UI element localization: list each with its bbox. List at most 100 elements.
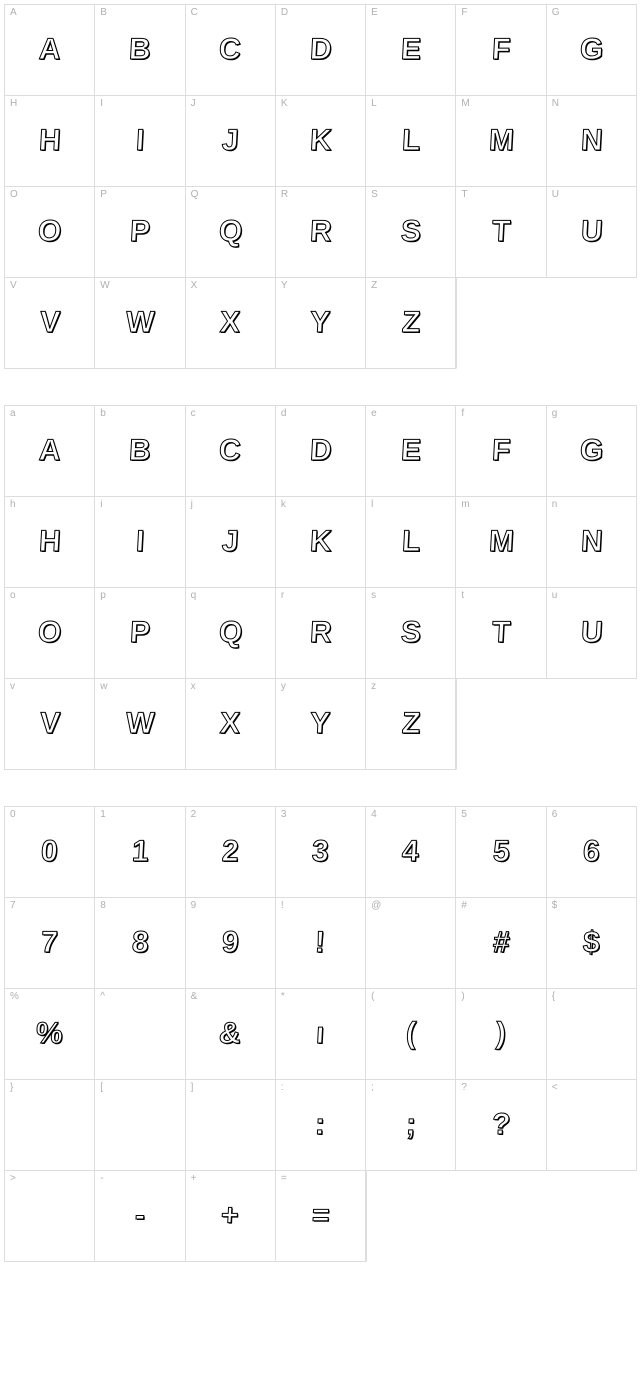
glyph-display: = bbox=[311, 1199, 330, 1233]
glyph-cell: uU bbox=[547, 588, 637, 679]
glyph-cell: :: bbox=[276, 1080, 366, 1171]
glyph-display: C bbox=[218, 434, 241, 468]
glyph-display: % bbox=[35, 1017, 63, 1051]
cell-label: o bbox=[10, 591, 16, 601]
cell-label: O bbox=[10, 190, 18, 200]
glyph-display: & bbox=[218, 1017, 241, 1051]
glyph-display: K bbox=[309, 525, 332, 559]
glyph-cell: < bbox=[547, 1080, 637, 1171]
glyph-cell: tT bbox=[456, 588, 546, 679]
glyph-cell: LL bbox=[366, 96, 456, 187]
glyph-cell: FF bbox=[456, 5, 546, 96]
glyph-cell: SS bbox=[366, 187, 456, 278]
glyph-cell: RR bbox=[276, 187, 366, 278]
glyph-display: $ bbox=[582, 926, 600, 960]
character-map-root: AABBCCDDEEFFGGHHIIJJKKLLMMNNOOPPQQRRSSTT… bbox=[4, 4, 636, 1262]
cell-label: S bbox=[371, 190, 378, 200]
glyph-display: 1 bbox=[131, 835, 149, 869]
glyph-display: Y bbox=[310, 707, 332, 741]
glyph-display: W bbox=[125, 707, 155, 741]
glyph-display: S bbox=[400, 215, 422, 249]
cell-label: % bbox=[10, 992, 19, 1002]
cell-label: * bbox=[281, 992, 285, 1002]
glyph-cell: dD bbox=[276, 406, 366, 497]
glyph-display: H bbox=[38, 124, 61, 158]
glyph-display: F bbox=[491, 434, 511, 468]
cell-label: ) bbox=[461, 992, 464, 1002]
glyph-cell: ] bbox=[186, 1080, 276, 1171]
glyph-cell: lL bbox=[366, 497, 456, 588]
glyph-display: J bbox=[221, 124, 239, 158]
cell-label: e bbox=[371, 409, 377, 419]
cell-label: u bbox=[552, 591, 558, 601]
glyph-cell: NN bbox=[547, 96, 637, 187]
glyph-display: 3 bbox=[311, 835, 329, 869]
cell-label: T bbox=[461, 190, 467, 200]
cell-label: E bbox=[371, 8, 378, 18]
cell-label: : bbox=[281, 1083, 284, 1093]
cell-label: t bbox=[461, 591, 464, 601]
empty-cell bbox=[366, 1171, 456, 1262]
empty-cell bbox=[456, 679, 546, 770]
glyph-display: Z bbox=[401, 707, 421, 741]
cell-label: - bbox=[100, 1174, 103, 1184]
cell-label: ; bbox=[371, 1083, 374, 1093]
glyph-display: ( bbox=[405, 1017, 417, 1051]
cell-label: ^ bbox=[100, 992, 105, 1002]
glyph-display: + bbox=[221, 1199, 240, 1233]
glyph-group-uppercase: AABBCCDDEEFFGGHHIIJJKKLLMMNNOOPPQQRRSSTT… bbox=[4, 4, 637, 369]
glyph-cell: UU bbox=[547, 187, 637, 278]
cell-label: # bbox=[461, 901, 467, 911]
glyph-cell: 44 bbox=[366, 807, 456, 898]
cell-label: $ bbox=[552, 901, 558, 911]
cell-label: c bbox=[191, 409, 196, 419]
glyph-display: 6 bbox=[582, 835, 600, 869]
cell-label: M bbox=[461, 99, 469, 109]
glyph-display: P bbox=[129, 616, 151, 650]
cell-label: W bbox=[100, 281, 109, 291]
cell-label: R bbox=[281, 190, 288, 200]
glyph-cell: iI bbox=[95, 497, 185, 588]
glyph-cell: TT bbox=[456, 187, 546, 278]
glyph-cell: && bbox=[186, 989, 276, 1080]
cell-label: x bbox=[191, 682, 196, 692]
glyph-cell: == bbox=[276, 1171, 366, 1262]
cell-label: Y bbox=[281, 281, 288, 291]
glyph-display: Q bbox=[218, 215, 243, 249]
glyph-display: K bbox=[309, 124, 332, 158]
cell-label: 4 bbox=[371, 810, 377, 820]
glyph-cell: kK bbox=[276, 497, 366, 588]
cell-label: 1 bbox=[100, 810, 106, 820]
cell-label: 7 bbox=[10, 901, 16, 911]
glyph-display: H bbox=[38, 525, 61, 559]
glyph-display: ) bbox=[495, 1017, 507, 1051]
glyph-display: ; bbox=[405, 1108, 417, 1142]
glyph-cell: 11 bbox=[95, 807, 185, 898]
cell-label: & bbox=[191, 992, 198, 1002]
glyph-group-numbers-symbols: 00112233445566778899!!@##$$%%^&&*ı(()){}… bbox=[4, 806, 637, 1262]
glyph-display: C bbox=[218, 33, 241, 67]
glyph-display: 5 bbox=[492, 835, 510, 869]
cell-label: y bbox=[281, 682, 286, 692]
glyph-display: G bbox=[579, 434, 604, 468]
glyph-cell: 22 bbox=[186, 807, 276, 898]
cell-label: { bbox=[552, 992, 555, 1002]
glyph-cell: nN bbox=[547, 497, 637, 588]
glyph-display: J bbox=[221, 525, 239, 559]
glyph-cell: ;; bbox=[366, 1080, 456, 1171]
glyph-display: R bbox=[309, 215, 332, 249]
glyph-cell: %% bbox=[5, 989, 95, 1080]
glyph-display: X bbox=[219, 306, 241, 340]
glyph-cell: GG bbox=[547, 5, 637, 96]
glyph-cell: eE bbox=[366, 406, 456, 497]
glyph-group-lowercase: aAbBcCdDeEfFgGhHiIjJkKlLmMnNoOpPqQrRsStT… bbox=[4, 405, 637, 770]
glyph-display: 0 bbox=[40, 835, 58, 869]
glyph-cell: aA bbox=[5, 406, 95, 497]
glyph-display: G bbox=[579, 33, 604, 67]
glyph-display: R bbox=[309, 616, 332, 650]
cell-label: X bbox=[191, 281, 198, 291]
cell-label: b bbox=[100, 409, 106, 419]
glyph-cell: > bbox=[5, 1171, 95, 1262]
cell-label: } bbox=[10, 1083, 13, 1093]
glyph-display: A bbox=[38, 33, 61, 67]
